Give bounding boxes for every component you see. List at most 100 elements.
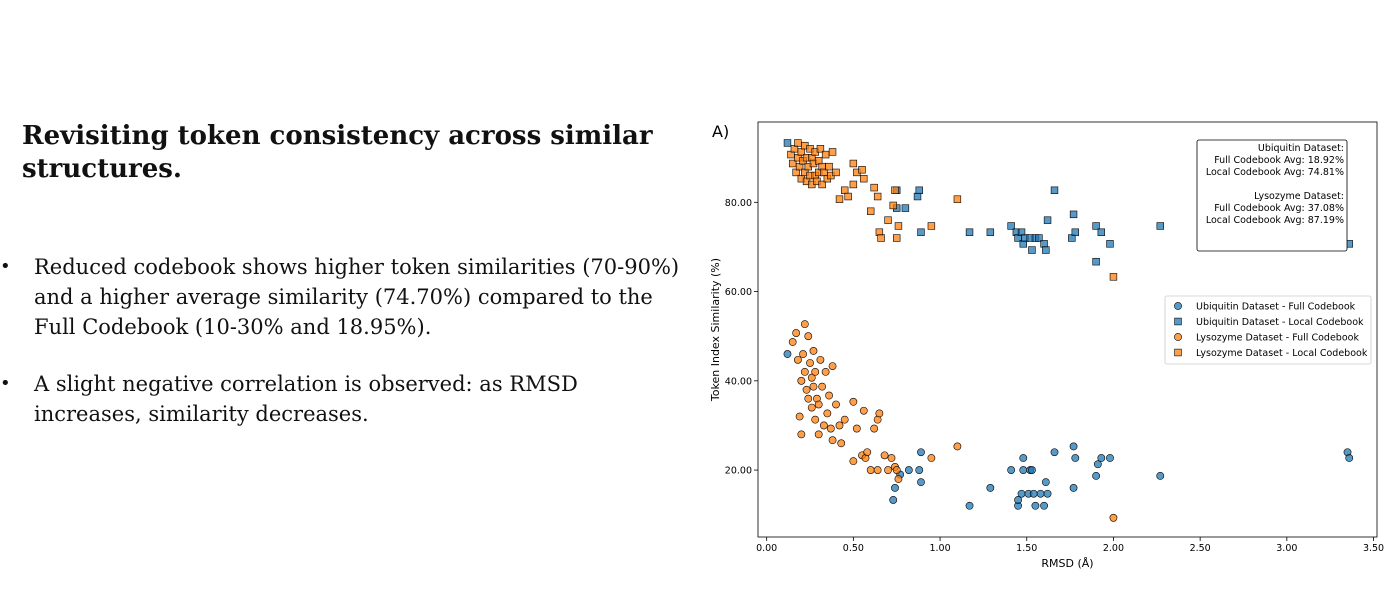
data-point [1035,234,1043,242]
data-point [837,439,846,448]
y-tick-label: 80.00 [725,198,752,209]
data-point [818,180,826,189]
data-point [884,466,892,474]
x-tick-label: 3.50 [1363,543,1384,554]
data-point [1043,216,1052,224]
data-point [823,409,832,418]
annotation-line: Local Codebook Avg: 74.81% [1206,167,1344,178]
plot-frame [757,121,1378,538]
x-tick-label: 3.00 [1276,543,1297,554]
data-point [800,320,809,329]
data-point [1017,489,1026,498]
data-point [894,222,903,230]
bullet-text: A slight negative correlation is observe… [34,372,578,426]
data-point [1097,454,1106,462]
data-point [915,466,924,474]
data-point [1109,513,1118,522]
data-point [1106,240,1114,248]
data-point [1092,222,1100,230]
data-point [904,466,913,474]
data-point [809,382,818,391]
data-point [804,332,813,341]
data-point [917,448,925,457]
legend-entry: Ubiquitin Dataset - Local Codebook [1196,317,1364,328]
data-point [892,466,901,474]
data-point [1029,489,1038,498]
data-point [1092,257,1100,266]
data-point [953,195,962,203]
data-point [858,166,866,174]
data-point [1028,466,1036,474]
data-point [965,228,974,236]
data-point [816,355,825,364]
bullet-item: • Reduced codebook shows higher token si… [0,252,690,342]
x-tick-label: 1.50 [1016,543,1037,554]
bullet-item: • A slight negative correlation is obser… [0,369,690,429]
data-point [826,424,835,433]
data-point [1109,273,1118,281]
data-point [1071,228,1080,236]
bullet-text: Reduced codebook shows higher token simi… [34,255,680,339]
data-point [828,436,837,445]
data-point [799,350,807,358]
data-point [870,183,878,192]
annotation-line: Full Codebook Avg: 18.92% [1214,155,1344,166]
data-point [1093,460,1102,469]
annotation-line: Lysozyme Dataset: [1254,191,1344,202]
data-point [1007,466,1016,474]
data-point [1156,471,1165,480]
x-tick-label: 2.50 [1190,543,1211,554]
data-point [1345,454,1354,462]
data-point [828,362,837,370]
data-point [1028,246,1036,254]
data-point [806,359,814,367]
data-point [1071,454,1080,462]
data-point [1050,448,1059,457]
annotation-line: Local Codebook Avg: 87.19% [1206,215,1344,226]
data-point [1069,484,1078,492]
scatter-chart: 0.00 0.50 1.00 1.50 2.00 2.50 3.00 3.50 20.00 40.… [709,121,1384,570]
data-point [840,186,849,194]
data-point [825,391,833,400]
data-point [1069,442,1078,451]
data-point [797,430,806,439]
data-point [901,204,910,212]
data-point [849,457,858,466]
legend-entry: Lysozyme Dataset - Local Codebook [1196,348,1368,359]
data-point [891,186,899,194]
annotation-line: Full Codebook Avg: 37.08% [1214,203,1344,214]
data-point [849,159,858,168]
data-point [832,400,840,409]
y-tick-label: 60.00 [725,287,752,298]
data-point [1036,489,1045,498]
data-point [1050,186,1059,194]
data-point [819,421,828,430]
data-point [849,180,858,189]
data-point [889,201,897,210]
data-point [859,406,868,415]
data-point [927,222,936,230]
data-point [1042,246,1050,254]
data-point [1040,501,1048,510]
x-axis-label: RMSD (Å) [1041,557,1093,570]
data-point [873,192,882,201]
legend-marker [1174,348,1182,357]
panel-label: A) [712,122,730,141]
annotation-box [1196,139,1348,252]
data-point [1092,471,1101,480]
data-point [866,466,875,474]
data-point [1014,496,1022,504]
data-point [1019,454,1028,462]
data-point [913,192,922,201]
data-point [887,454,896,462]
data-point [788,338,797,346]
data-point [811,367,820,376]
data-point [927,454,936,462]
legend-box [1164,295,1372,365]
data-point [800,367,809,376]
y-tick-label: 20.00 [725,466,752,477]
data-point [802,385,811,394]
x-tick-label: 0.50 [843,543,864,554]
data-point [986,228,995,236]
data-point [1043,489,1052,498]
